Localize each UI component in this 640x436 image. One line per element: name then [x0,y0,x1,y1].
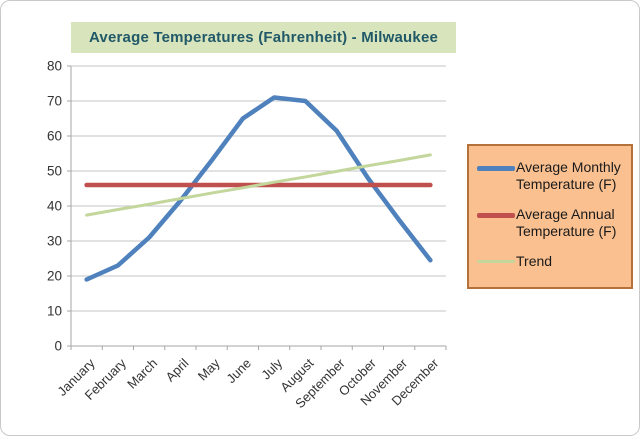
chart-title: Average Temperatures (Fahrenheit) - Milw… [71,22,456,53]
x-tick-label-may: May [195,355,223,383]
legend-entry-average-monthly-temperature-f: Average Monthly Temperature (F) [477,159,627,193]
y-tick-label: 50 [47,164,62,179]
trend-swatch-icon [477,260,515,263]
x-tick-label-march: March [124,356,160,392]
legend-label: Trend [516,253,553,269]
series-line-average-monthly-temperature-f [84,95,433,282]
average-annual-temperature-f-swatch-icon [477,213,515,218]
y-tick-label: 0 [54,339,62,354]
legend-label: Average Monthly Temperature (F) [516,159,621,192]
y-tick-label: 70 [47,94,62,109]
average-monthly-temperature-f-swatch-icon [477,166,515,171]
legend-label: Average Annual Temperature (F) [516,206,617,239]
legend-entry-trend: Trend [477,253,627,270]
y-tick-label: 20 [47,269,62,284]
y-tick-label: 60 [47,129,62,144]
y-tick-label: 40 [47,199,62,214]
series-line-trend [85,153,432,217]
y-tick-label: 10 [47,304,62,319]
y-tick-label: 80 [47,59,62,74]
legend: Average Monthly Temperature (F) Average A… [467,144,633,289]
legend-entry-average-annual-temperature-f: Average Annual Temperature (F) [477,206,627,240]
x-tick-label-july: July [258,355,285,382]
y-tick-label: 30 [47,234,62,249]
x-tick-label-june: June [223,356,254,387]
x-tick-label-april: April [162,355,191,384]
